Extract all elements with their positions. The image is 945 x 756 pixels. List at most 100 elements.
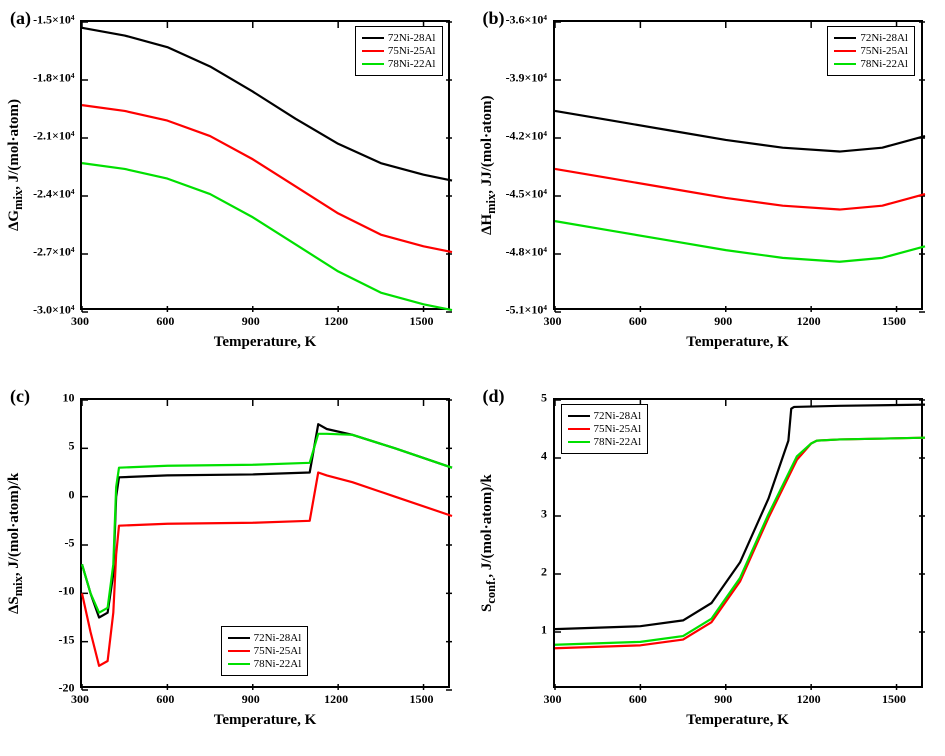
ytick-label: 3	[541, 507, 547, 522]
legend-label: 75Ni-25Al	[860, 45, 908, 57]
legend: 72Ni-28Al75Ni-25Al78Ni-22Al	[355, 26, 443, 76]
ytick-label: 5	[541, 391, 547, 406]
legend-swatch	[228, 637, 250, 639]
ytick-label: -2.4×10⁴	[33, 187, 74, 202]
xtick-label: 1200	[797, 314, 821, 329]
legend-label: 75Ni-25Al	[388, 45, 436, 57]
legend-swatch	[228, 650, 250, 652]
ytick-label: -4.8×10⁴	[506, 245, 547, 260]
xtick-label: 1500	[410, 314, 434, 329]
series-line-0	[82, 424, 452, 617]
legend: 72Ni-28Al75Ni-25Al78Ni-22Al	[827, 26, 915, 76]
xtick-label: 600	[156, 314, 174, 329]
legend-label: 72Ni-28Al	[388, 32, 436, 44]
legend-row: 78Ni-22Al	[228, 658, 302, 670]
legend-swatch	[568, 415, 590, 417]
ytick-label: -15	[59, 632, 75, 647]
xtick-label: 600	[629, 314, 647, 329]
ytick-label: 1	[541, 623, 547, 638]
ylabel: ΔSmix, J/(mol·atom)/k	[6, 398, 26, 688]
legend-label: 72Ni-28Al	[860, 32, 908, 44]
ytick-label: -20	[59, 681, 75, 696]
legend-swatch	[362, 37, 384, 39]
legend-row: 75Ni-25Al	[362, 45, 436, 57]
legend-swatch	[362, 50, 384, 52]
panel-a: (a)30060090012001500-3.0×10⁴-2.7×10⁴-2.4…	[0, 0, 473, 378]
series-line-1	[555, 438, 925, 649]
panel-c: (c)30060090012001500-20-15-10-50510Tempe…	[0, 378, 473, 756]
ytick-label: -1.8×10⁴	[33, 71, 74, 86]
ytick-label: 10	[63, 391, 75, 406]
legend-row: 75Ni-25Al	[834, 45, 908, 57]
ytick-label: -3.6×10⁴	[506, 13, 547, 28]
legend-row: 72Ni-28Al	[568, 410, 642, 422]
series-line-2	[555, 438, 925, 645]
legend-row: 72Ni-28Al	[362, 32, 436, 44]
legend-swatch	[228, 663, 250, 665]
legend: 72Ni-28Al75Ni-25Al78Ni-22Al	[221, 626, 309, 676]
series-line-2	[82, 163, 452, 310]
legend-swatch	[362, 63, 384, 65]
xtick-label: 1500	[882, 692, 906, 707]
xtick-label: 600	[629, 692, 647, 707]
ytick-label: -3.0×10⁴	[33, 303, 74, 318]
ytick-label: -5	[65, 536, 75, 551]
xtick-label: 900	[714, 692, 732, 707]
legend-swatch	[834, 50, 856, 52]
xtick-label: 1500	[410, 692, 434, 707]
legend-label: 72Ni-28Al	[594, 410, 642, 422]
legend-swatch	[834, 37, 856, 39]
xtick-label: 900	[242, 314, 260, 329]
legend-row: 78Ni-22Al	[834, 58, 908, 70]
ytick-label: -4.5×10⁴	[506, 187, 547, 202]
legend-label: 78Ni-22Al	[860, 58, 908, 70]
xlabel: Temperature, K	[553, 712, 923, 729]
xtick-label: 900	[242, 692, 260, 707]
xlabel: Temperature, K	[80, 334, 450, 351]
ytick-label: -3.9×10⁴	[506, 71, 547, 86]
xtick-label: 900	[714, 314, 732, 329]
ytick-label: -1.5×10⁴	[33, 13, 74, 28]
xlabel: Temperature, K	[553, 334, 923, 351]
legend-row: 78Ni-22Al	[362, 58, 436, 70]
xtick-label: 1200	[324, 314, 348, 329]
legend-label: 75Ni-25Al	[254, 645, 302, 657]
ytick-label: 0	[69, 487, 75, 502]
panel-b: (b)30060090012001500-5.1×10⁴-4.8×10⁴-4.5…	[473, 0, 945, 378]
legend-label: 78Ni-22Al	[388, 58, 436, 70]
xtick-label: 1200	[324, 692, 348, 707]
legend-label: 78Ni-22Al	[254, 658, 302, 670]
legend-swatch	[834, 63, 856, 65]
legend-label: 72Ni-28Al	[254, 632, 302, 644]
ytick-label: 4	[541, 449, 547, 464]
ylabel: Sconf., J/(mol·atom)/k	[479, 398, 499, 688]
legend-row: 75Ni-25Al	[228, 645, 302, 657]
legend-row: 75Ni-25Al	[568, 423, 642, 435]
xlabel: Temperature, K	[80, 712, 450, 729]
xtick-label: 1500	[882, 314, 906, 329]
legend-swatch	[568, 428, 590, 430]
xtick-label: 1200	[797, 692, 821, 707]
ytick-label: 5	[69, 439, 75, 454]
ytick-label: -2.1×10⁴	[33, 129, 74, 144]
legend: 72Ni-28Al75Ni-25Al78Ni-22Al	[561, 404, 649, 454]
series-line-0	[555, 111, 925, 152]
legend-label: 75Ni-25Al	[594, 423, 642, 435]
legend-label: 78Ni-22Al	[594, 436, 642, 448]
ytick-label: -2.7×10⁴	[33, 245, 74, 260]
xtick-label: 600	[156, 692, 174, 707]
legend-row: 72Ni-28Al	[834, 32, 908, 44]
legend-swatch	[568, 441, 590, 443]
xtick-label: 300	[544, 692, 562, 707]
series-line-1	[555, 169, 925, 210]
ylabel: ΔGmix, J/(mol·atom)	[6, 20, 26, 310]
ytick-label: -5.1×10⁴	[506, 303, 547, 318]
series-line-1	[82, 105, 452, 252]
ylabel: ΔHmix, JJ/(mol·atom)	[479, 20, 499, 310]
ytick-label: -10	[59, 584, 75, 599]
ytick-label: 2	[541, 565, 547, 580]
series-line-2	[555, 221, 925, 262]
chart-grid: (a)30060090012001500-3.0×10⁴-2.7×10⁴-2.4…	[0, 0, 945, 756]
legend-row: 78Ni-22Al	[568, 436, 642, 448]
ytick-label: -4.2×10⁴	[506, 129, 547, 144]
